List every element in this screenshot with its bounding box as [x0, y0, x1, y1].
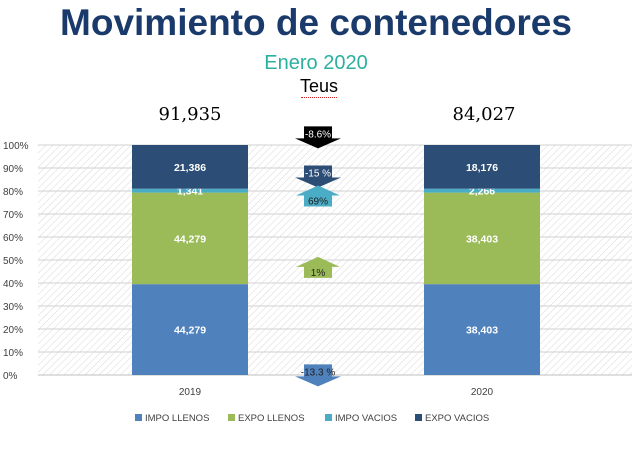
data-label: 44,279: [174, 325, 206, 337]
data-label: 21,386: [174, 162, 206, 174]
chart-subtitle: Enero 2020: [264, 52, 368, 74]
change-arrow-up: [296, 256, 340, 278]
spellcheck-underline: [301, 97, 337, 98]
change-arrow-label: -15 %: [305, 168, 331, 179]
y-tick-label: 60%: [3, 233, 23, 244]
bar-segment-impo-vacios-2020: [424, 188, 540, 193]
y-tick-label: 20%: [3, 325, 23, 336]
y-tick-label: 100%: [3, 141, 29, 152]
y-tick-label: 30%: [3, 302, 23, 313]
x-tick-label: 2020: [471, 387, 494, 398]
legend-label: IMPO LLENOS: [145, 413, 209, 424]
change-arrow-down: [295, 165, 341, 188]
legend-swatch: [228, 414, 235, 421]
change-arrow-down: [295, 364, 341, 387]
legend-label: EXPO VACIOS: [425, 413, 489, 424]
y-tick-label: 40%: [3, 279, 23, 290]
change-arrow-label: 69%: [308, 197, 328, 208]
y-tick-label: 70%: [3, 210, 23, 221]
data-label: 18,176: [466, 162, 498, 174]
change-arrow-down: [295, 126, 341, 149]
legend-label: IMPO VACIOS: [335, 413, 397, 424]
legend-swatch: [135, 414, 142, 421]
change-arrow-up: [296, 185, 340, 207]
data-label: 38,403: [466, 233, 498, 245]
chart-title: Movimiento de contenedores: [60, 2, 572, 43]
change-arrow-label: -8.6%: [305, 129, 331, 140]
total-2019: 91,935: [158, 104, 222, 125]
legend-swatch: [415, 414, 422, 421]
bar-segment-impo-llenos-2020: [424, 284, 540, 375]
bar-segment-expo-vacios-2020: [424, 145, 540, 189]
change-arrow-label: 1%: [311, 268, 326, 279]
unit-label: Teus: [300, 76, 339, 96]
y-tick-label: 10%: [3, 348, 23, 359]
legend-label: EXPO LLENOS: [238, 413, 305, 424]
y-tick-label: 90%: [3, 164, 23, 175]
y-tick-label: 0%: [3, 371, 18, 382]
y-tick-label: 50%: [3, 256, 23, 267]
data-label: 44,279: [174, 233, 206, 245]
bar-segment-expo-llenos-2020: [424, 192, 540, 285]
total-2020: 84,027: [452, 104, 516, 125]
x-tick-label: 2019: [179, 387, 202, 398]
data-label: 38,403: [466, 325, 498, 337]
bar-segment-impo-vacios-2019: [132, 188, 248, 193]
y-tick-label: 80%: [3, 187, 23, 198]
change-arrow-label: -13.3 %: [301, 367, 336, 378]
bar-segment-expo-llenos-2019: [132, 192, 248, 285]
bar-segment-impo-llenos-2019: [132, 284, 248, 375]
bar-segment-expo-vacios-2019: [132, 145, 248, 189]
legend-swatch: [325, 414, 332, 421]
